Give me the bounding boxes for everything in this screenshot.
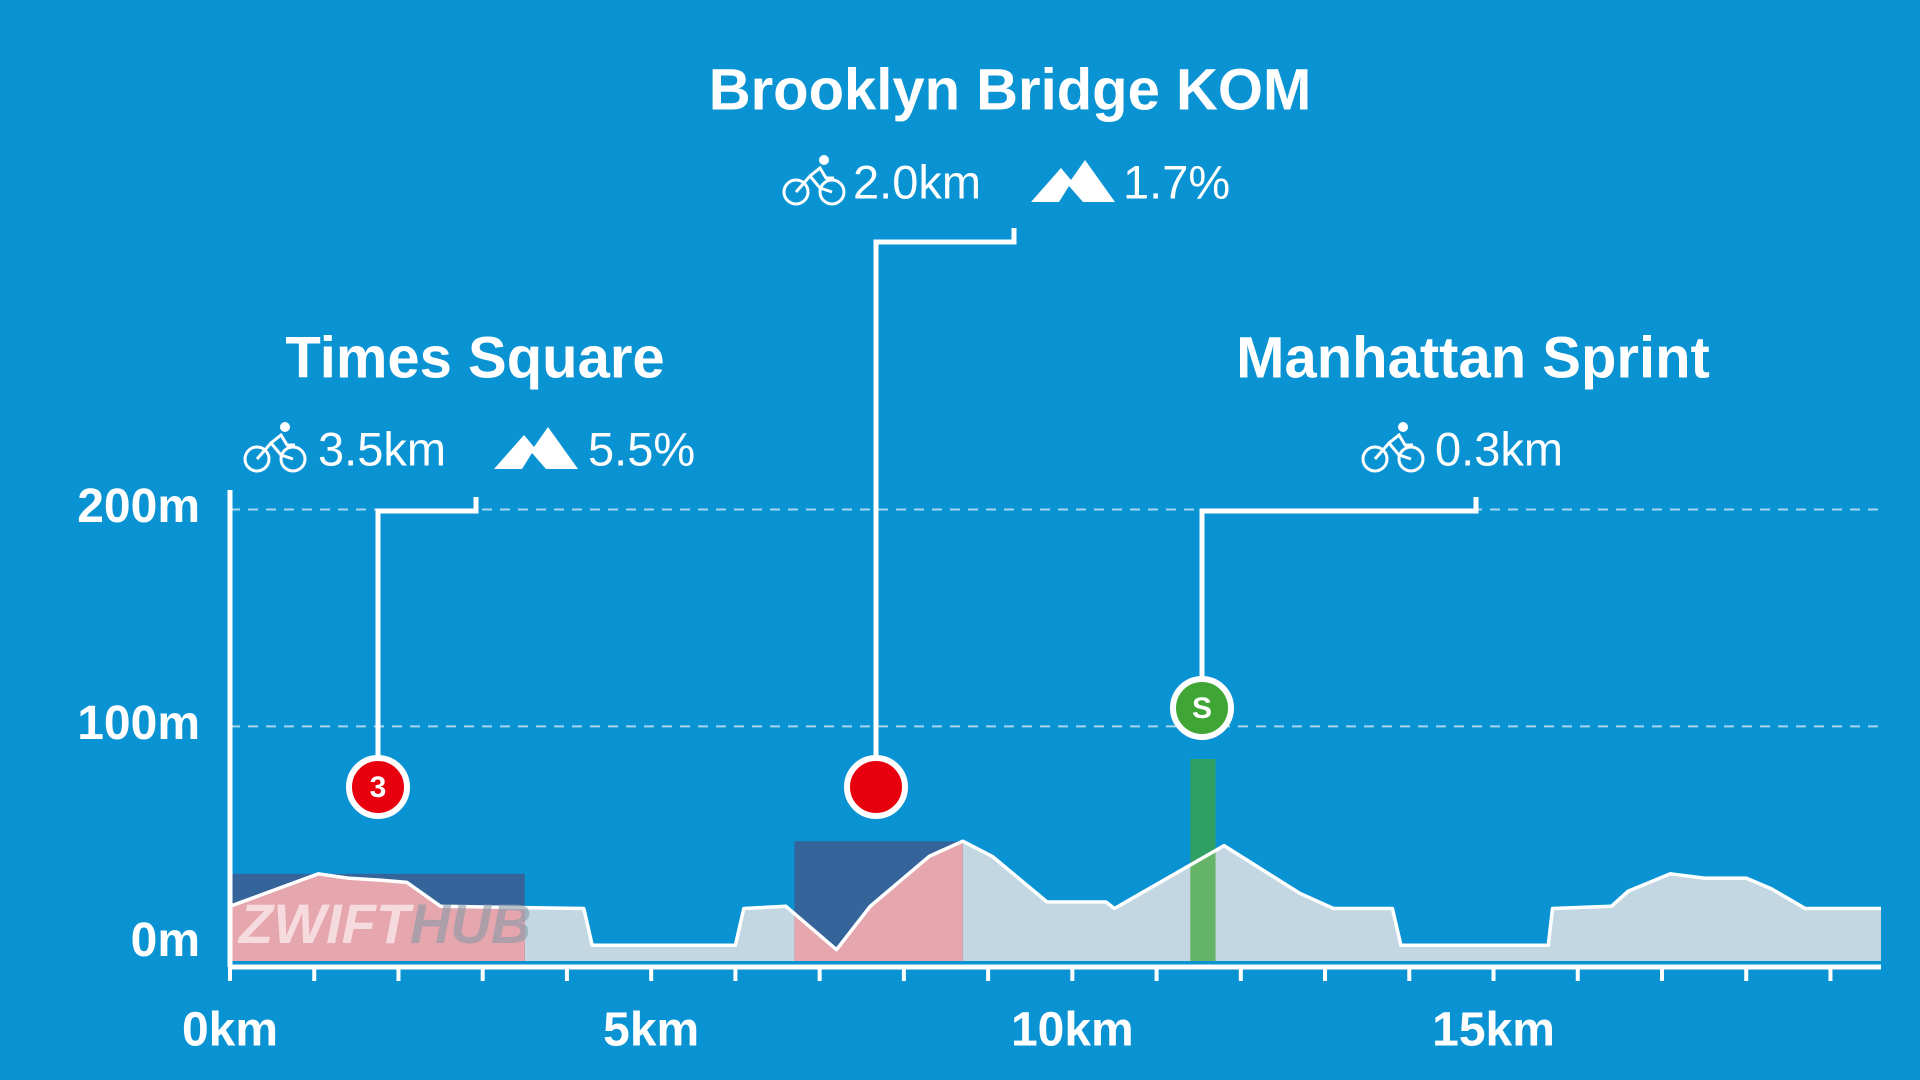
segment-length: 2.0km <box>853 155 981 208</box>
wheel <box>243 445 271 473</box>
wheel <box>782 178 810 206</box>
wheel <box>818 178 846 206</box>
segment-title: Manhattan Sprint <box>1236 325 1710 390</box>
x-tick-label: 0km <box>182 1004 278 1057</box>
x-tick-label: 10km <box>1011 1004 1134 1057</box>
bike-icon <box>782 155 846 206</box>
y-tick-label: 100m <box>77 697 200 750</box>
elevation-line <box>229 839 1881 952</box>
wheel <box>1361 445 1389 473</box>
marker-label: S <box>1192 692 1212 725</box>
segment-title: Times Square <box>285 325 664 390</box>
segment-length: 3.5km <box>318 422 446 475</box>
callout-line <box>375 497 479 787</box>
callout-line <box>873 228 1017 787</box>
head <box>1398 422 1408 432</box>
x-tick-label: 5km <box>603 1004 699 1057</box>
watermark-part: HUB <box>410 892 531 955</box>
segment-area <box>230 873 525 961</box>
wheel <box>279 445 307 473</box>
marker-label: 3 <box>370 771 387 804</box>
watermark-part: ZWIFT <box>237 892 415 955</box>
bike-icon <box>243 422 307 473</box>
head <box>819 155 829 165</box>
head <box>280 422 290 432</box>
callout-line <box>1199 497 1479 708</box>
segment-title: Brooklyn Bridge KOM <box>709 57 1312 122</box>
mountain-icon <box>494 427 578 469</box>
wheel <box>1397 445 1425 473</box>
bike-icon <box>1361 422 1425 473</box>
y-tick-label: 200m <box>77 480 200 533</box>
frame <box>1373 432 1413 461</box>
segment-grade: 5.5% <box>588 422 695 475</box>
segment-length: 0.3km <box>1435 422 1563 475</box>
segment-marker <box>346 755 410 819</box>
sprint-bar <box>1190 759 1216 961</box>
frame <box>794 165 834 194</box>
segment-marker <box>1170 676 1234 740</box>
segment-grade: 1.7% <box>1123 155 1230 208</box>
x-tick-label: 15km <box>1432 1004 1555 1057</box>
watermark: ZWIFTHUB <box>237 892 531 955</box>
frame <box>255 432 295 461</box>
segment-marker <box>844 755 908 819</box>
y-tick-label: 0m <box>131 914 200 967</box>
mountain-icon <box>1031 160 1115 202</box>
